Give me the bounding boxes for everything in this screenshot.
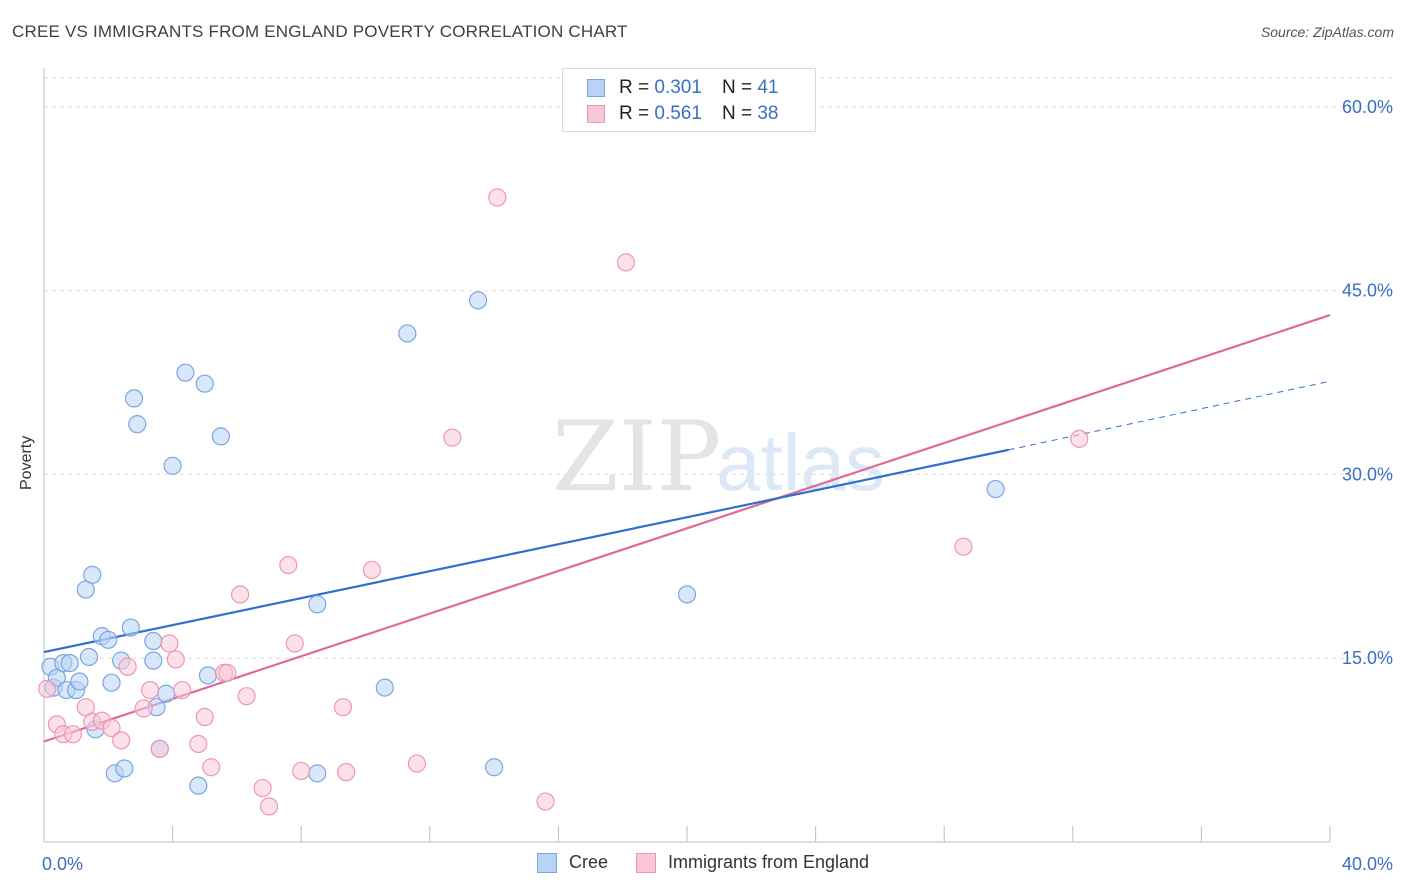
trend-lines bbox=[43, 314, 1331, 743]
stats-legend: R = 0.301 N = 41 R = 0.561 N = 38 bbox=[562, 68, 816, 132]
cree-point bbox=[375, 678, 394, 697]
england-point bbox=[102, 718, 121, 738]
england-point bbox=[112, 731, 131, 750]
legend-n-value: 41 bbox=[757, 77, 779, 98]
legend-swatch-cree bbox=[536, 852, 557, 873]
cree-point bbox=[124, 389, 144, 408]
cree-point bbox=[115, 759, 134, 778]
cree-trend-line bbox=[43, 448, 1009, 654]
england-point bbox=[189, 734, 208, 754]
cree-point bbox=[99, 630, 118, 649]
y-tick-label: 30.0% bbox=[1342, 464, 1393, 484]
data-points bbox=[38, 188, 1089, 816]
legend-swatch-england bbox=[635, 852, 656, 873]
cree-point bbox=[79, 647, 99, 667]
england-point bbox=[118, 657, 137, 676]
england-point bbox=[488, 188, 507, 207]
cree-point bbox=[144, 631, 163, 651]
england-point bbox=[536, 792, 555, 811]
legend-label-england: Immigrants from England bbox=[667, 852, 870, 872]
watermark-zip: ZIP bbox=[552, 401, 721, 513]
cree-point bbox=[195, 374, 214, 393]
england-point bbox=[954, 537, 973, 556]
england-point bbox=[253, 778, 272, 798]
cree-point bbox=[70, 672, 89, 691]
x-tick-label: 0.0% bbox=[42, 854, 83, 874]
england-point bbox=[166, 650, 185, 669]
cree-point bbox=[677, 585, 697, 604]
cree-point bbox=[83, 565, 102, 584]
tick-labels: 15.0% 30.0% 45.0% 60.0% 0.0% 40.0% bbox=[42, 97, 1393, 874]
series-legend: Cree Immigrants from England bbox=[0, 852, 1406, 873]
y-tick-label: 60.0% bbox=[1342, 97, 1393, 117]
legend-swatch-cree bbox=[587, 79, 605, 97]
legend-item-cree[interactable]: Cree bbox=[536, 852, 608, 873]
cree-trend-extension bbox=[1008, 380, 1331, 451]
cree-point bbox=[485, 758, 504, 777]
legend-swatch-england bbox=[587, 105, 605, 123]
cree-point bbox=[60, 653, 79, 673]
england-point bbox=[195, 707, 214, 727]
legend-n-label: N = bbox=[721, 103, 753, 124]
england-point bbox=[63, 725, 83, 744]
legend-row-cree: R = 0.301 N = 41 bbox=[587, 77, 778, 99]
england-point bbox=[1070, 429, 1089, 448]
cree-point bbox=[468, 291, 488, 310]
england-point bbox=[333, 698, 353, 717]
england-point bbox=[259, 797, 279, 816]
cree-point bbox=[102, 673, 121, 692]
england-point bbox=[38, 679, 57, 698]
england-point bbox=[237, 687, 256, 706]
england-point bbox=[150, 739, 169, 758]
cree-point bbox=[986, 479, 1005, 499]
legend-r-label: R = bbox=[619, 77, 650, 98]
england-point bbox=[231, 585, 250, 604]
england-point bbox=[218, 663, 237, 682]
x-tick-label: 40.0% bbox=[1342, 854, 1393, 874]
legend-item-england[interactable]: Immigrants from England bbox=[635, 852, 870, 873]
gridlines bbox=[44, 77, 1394, 659]
chart-title: CREE VS IMMIGRANTS FROM ENGLAND POVERTY … bbox=[12, 22, 628, 41]
watermark-atlas: atlas bbox=[716, 418, 885, 507]
england-point bbox=[292, 761, 311, 781]
cree-point bbox=[198, 666, 218, 685]
cree-point bbox=[308, 595, 327, 614]
england-point bbox=[140, 680, 160, 700]
legend-r-value: 0.561 bbox=[654, 103, 702, 124]
cree-point bbox=[157, 684, 176, 703]
england-point bbox=[362, 560, 382, 580]
england-point bbox=[337, 763, 356, 782]
legend-n-label: N = bbox=[721, 77, 753, 98]
y-tick-label: 45.0% bbox=[1342, 281, 1393, 301]
legend-r-value: 0.301 bbox=[654, 77, 702, 98]
legend-row-england: R = 0.561 N = 38 bbox=[587, 103, 778, 125]
legend-label-cree: Cree bbox=[568, 852, 608, 872]
legend-n-value: 38 bbox=[757, 103, 779, 124]
england-point bbox=[202, 758, 221, 777]
england-point bbox=[443, 428, 462, 447]
england-point bbox=[616, 253, 636, 272]
england-trend-line bbox=[43, 314, 1331, 743]
cree-point bbox=[189, 776, 208, 795]
england-point bbox=[285, 634, 304, 653]
cree-point bbox=[308, 764, 327, 783]
cree-point bbox=[128, 415, 147, 434]
cree-point bbox=[211, 427, 230, 446]
england-point bbox=[160, 634, 179, 653]
cree-point bbox=[176, 363, 195, 382]
cree-point bbox=[163, 456, 182, 475]
cree-point bbox=[144, 651, 163, 670]
cree-point bbox=[398, 324, 417, 343]
england-point bbox=[279, 555, 298, 575]
source-label: Source: ZipAtlas.com bbox=[1260, 24, 1394, 40]
watermark: ZIP atlas bbox=[552, 401, 885, 513]
legend-r-label: R = bbox=[619, 103, 650, 124]
y-tick-label: 15.0% bbox=[1342, 648, 1393, 668]
england-point bbox=[407, 754, 427, 773]
england-point bbox=[134, 699, 153, 718]
axes bbox=[43, 68, 1331, 843]
england-point bbox=[173, 680, 192, 700]
cree-point bbox=[121, 618, 140, 637]
